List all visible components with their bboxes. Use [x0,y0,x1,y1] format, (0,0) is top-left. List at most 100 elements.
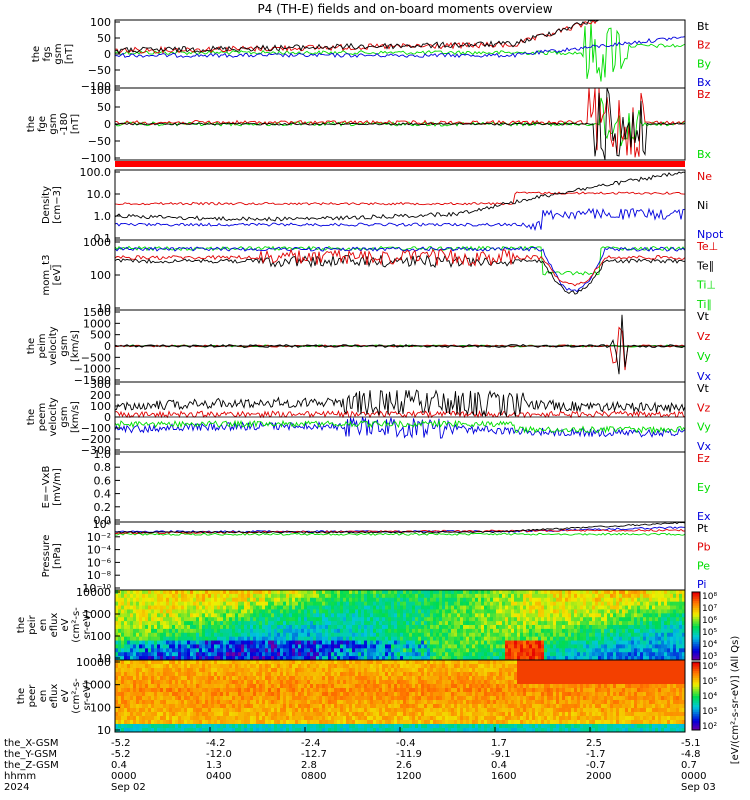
heatmap-cell [346,625,350,630]
legend-Vy: Vy [697,350,711,363]
heatmap-cell [277,593,281,599]
heatmap-cell [220,636,224,642]
heatmap-cell [295,712,299,717]
heatmap-cell [157,644,161,649]
heatmap-cell [286,621,290,626]
heatmap-cell [145,704,149,709]
heatmap-cell [196,720,200,725]
heatmap-cell [547,652,551,657]
heatmap-cell [289,601,293,607]
heatmap-cell [637,605,641,610]
heatmap-cell [532,652,536,657]
heatmap-cell [373,640,377,645]
heatmap-cell [403,621,407,626]
heatmap-cell [640,609,644,614]
heatmap-cell [115,692,119,697]
heatmap-cell [304,597,308,603]
heatmap-cell [289,644,293,649]
heatmap-cell [400,601,404,607]
heatmap-cell [661,636,665,642]
heatmap-cell [682,590,685,595]
heatmap-cell [313,712,317,717]
heatmap-cell [127,640,131,645]
heatmap-cell [172,668,176,673]
heatmap-cell [139,688,143,693]
heatmap-cell [355,656,359,660]
heatmap-cell [163,704,167,709]
heatmap-cell [328,676,332,681]
heatmap-cell [277,652,281,657]
heatmap-cell [511,632,515,638]
heatmap-cell [334,628,338,634]
heatmap-cell [124,692,128,697]
heatmap-cell [352,597,356,603]
heatmap-cell [454,590,458,595]
heatmap-cell [154,664,158,669]
heatmap-cell [157,712,161,717]
heatmap-cell [331,672,335,677]
heatmap-cell [187,625,191,630]
heatmap-cell [463,609,467,614]
heatmap-cell [280,684,284,689]
heatmap-cell [301,720,305,725]
heatmap-cell [196,609,200,614]
heatmap-cell [259,652,263,657]
heatmap-cell [637,625,641,630]
heatmap-cell [124,601,128,607]
heatmap-cell [271,652,275,657]
heatmap-cell [541,613,545,618]
heatmap-cell [259,617,263,622]
heatmap-cell [592,632,596,638]
heatmap-cell [613,593,617,599]
heatmap-cell [268,704,272,709]
heatmap-cell [214,648,218,653]
heatmap-cell [673,640,677,645]
heatmap-cell [346,605,350,610]
heatmap-cell [553,617,557,622]
panel-traces-peir_eflux [115,590,685,660]
heatmap-cell [196,708,200,713]
heatmap-cell [292,617,296,622]
heatmap-cell [220,724,224,729]
heatmap-cell [211,601,215,607]
heatmap-cell [253,660,257,665]
heatmap-cell [307,605,311,610]
trace-green [115,97,685,147]
heatmap-cell [253,613,257,618]
y-tick-label: −100 [81,422,111,435]
heatmap-cell [193,660,197,665]
heatmap-cell [415,648,419,653]
heatmap-cell [187,601,191,607]
heatmap-cell [160,621,164,626]
heatmap-cell [190,601,194,607]
heatmap-cell [148,724,152,729]
heatmap-cell [310,708,314,713]
heatmap-cell [328,632,332,638]
heatmap-cell [340,621,344,626]
heatmap-cell [247,605,251,610]
heatmap-cell [157,728,161,732]
heatmap-cell [304,684,308,689]
heatmap-cell [409,597,413,603]
heatmap-cell [508,605,512,610]
heatmap-cell [142,700,146,705]
heatmap-cell [226,597,230,603]
heatmap-cell [181,597,185,603]
heatmap-cell [292,644,296,649]
heatmap-cell [205,648,209,653]
heatmap-cell [472,597,476,603]
heatmap-cell [130,692,134,697]
heatmap-cell [520,597,524,603]
heatmap-cell [595,601,599,607]
heatmap-cell [670,613,674,618]
heatmap-cell [325,700,329,705]
heatmap-cell [154,601,158,607]
heatmap-cell [325,617,329,622]
heatmap-cell [352,652,356,657]
heatmap-cell [247,688,251,693]
heatmap-cell [394,656,398,660]
heatmap-cell [133,656,137,660]
heatmap-cell [178,728,182,732]
heatmap-cell [115,684,119,689]
